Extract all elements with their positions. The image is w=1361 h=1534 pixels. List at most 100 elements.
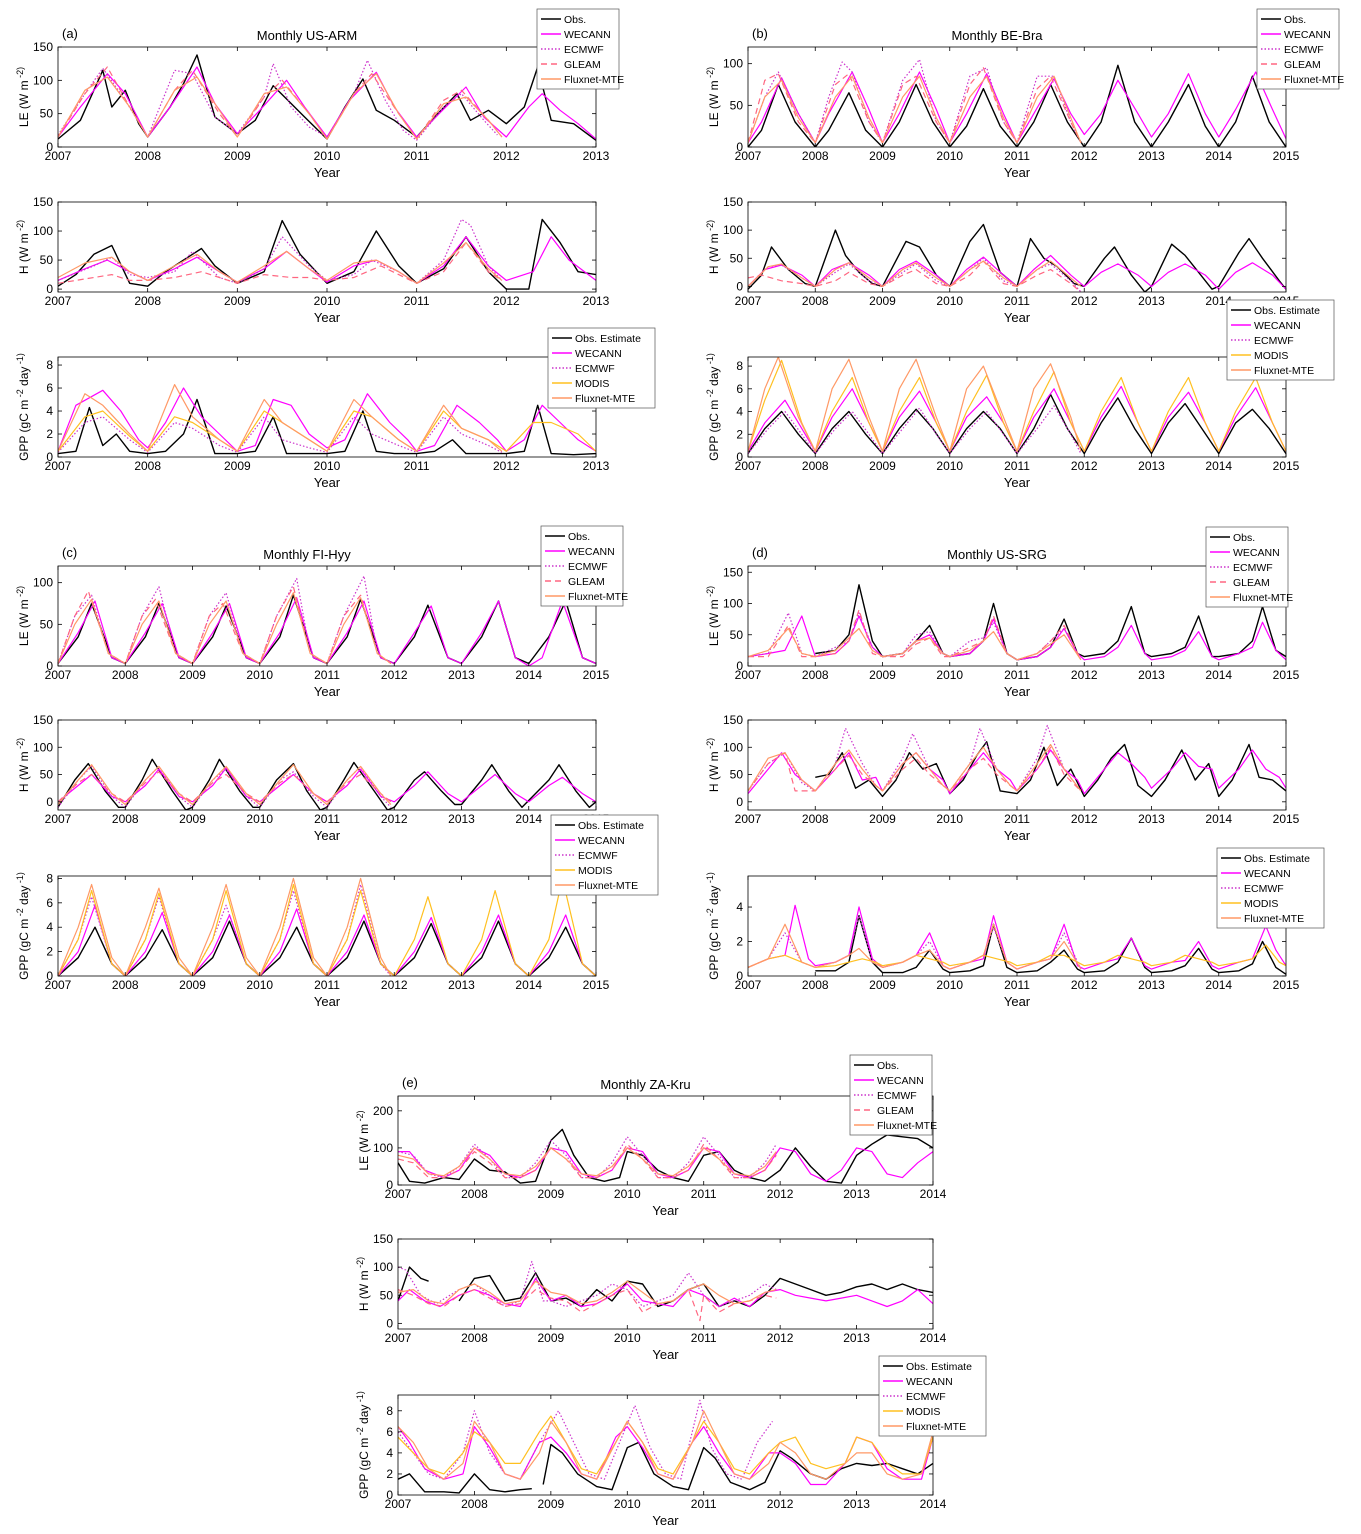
- legend-label: Fluxnet-MTE: [1254, 365, 1314, 377]
- plot-a-h: 2007 2008 2009 2010 2011 2012 2013 0 50 100 150 Yea…: [15, 195, 610, 325]
- x-tick-label: 2012: [767, 1331, 794, 1345]
- legend-label: MODIS: [1254, 350, 1288, 362]
- legend-label: MODIS: [1244, 898, 1278, 910]
- x-tick-label: 2015: [1273, 459, 1300, 473]
- series-line-fluxnet-mte: [58, 384, 503, 452]
- y-tick-label: 0: [46, 969, 53, 983]
- x-tick-label: 2009: [224, 149, 251, 163]
- y-tick-label: 150: [373, 1232, 393, 1246]
- x-tick-label: 2007: [45, 668, 72, 682]
- legend-label: Obs.: [564, 14, 586, 26]
- x-tick-label: 2008: [134, 459, 161, 473]
- plot-b-le: 2007 2008 2009 2010 2011 2012 2013 2014 2015 0 50 1…: [705, 46, 1300, 180]
- y-tick-label: 0: [736, 659, 743, 673]
- legend: Obs. WECANN ECMWF GLEAM Fluxnet-MTE: [849, 1054, 937, 1136]
- x-tick-label: 2014: [515, 978, 542, 992]
- y-tick-label: 6: [736, 382, 743, 396]
- y-tick-label: 6: [46, 896, 53, 910]
- panel-header: (e) Monthly ZA-Kru: [402, 1075, 691, 1092]
- x-axis-label: Year: [1004, 310, 1031, 325]
- axis-box: [57, 875, 597, 977]
- x-tick-label: 2013: [1138, 459, 1165, 473]
- panel-header: (c) Monthly FI-Hyy: [62, 545, 351, 562]
- y-tick-label: 0: [46, 140, 53, 154]
- axis-box: [397, 1394, 934, 1496]
- plot-e-h: 2007 2008 2009 2010 2011 2012 2013 2014 0 50 100 15…: [355, 1232, 947, 1362]
- y-tick-label: 8: [46, 871, 53, 885]
- x-tick-label: 2010: [936, 294, 963, 308]
- x-tick-label: 2008: [112, 668, 139, 682]
- plot-a-gpp: 2007 2008 2009 2010 2011 2012 2013 0 2 4 6 8 Year GPP…: [15, 353, 610, 490]
- plot-c-le: 2007 2008 2009 2010 2011 2012 2013 2014 2015 0 50 1…: [15, 565, 610, 699]
- x-tick-label: 2008: [802, 459, 829, 473]
- x-tick-label: 2010: [936, 812, 963, 826]
- x-tick-label: 2007: [385, 1331, 412, 1345]
- series-line-fluxnet-mte: [398, 1147, 777, 1177]
- legend: Obs. WECANN ECMWF GLEAM Fluxnet-MTE: [536, 8, 624, 90]
- x-tick-label: 2009: [538, 1187, 565, 1201]
- legend-label: Fluxnet-MTE: [578, 880, 638, 892]
- y-tick-label: 2: [386, 1467, 393, 1481]
- series-line-ecmwf: [58, 218, 503, 284]
- y-tick-label: 0: [46, 795, 53, 809]
- y-axis-label: GPP (gC m -2 day -1): [355, 1391, 371, 1499]
- legend: Obs. Estimate WECANN ECMWF MODIS Fluxnet-MTE: [878, 1355, 987, 1437]
- x-tick-label: 2009: [869, 294, 896, 308]
- legend-label: MODIS: [906, 1406, 940, 1418]
- x-axis-label: Year: [1004, 828, 1031, 843]
- y-tick-label: 100: [33, 224, 53, 238]
- panel-title: Monthly BE-Bra: [951, 28, 1043, 43]
- legend-label: Fluxnet-MTE: [575, 393, 635, 405]
- x-tick-label: 2010: [614, 1331, 641, 1345]
- series-line-obs-estimate: [58, 398, 596, 456]
- series-line-gleam: [58, 66, 503, 140]
- x-tick-label: 2008: [461, 1187, 488, 1201]
- x-tick-label: 2007: [45, 812, 72, 826]
- x-axis-label: Year: [652, 1203, 679, 1218]
- x-tick-label: 2010: [614, 1187, 641, 1201]
- x-tick-label: 2007: [735, 978, 762, 992]
- axis-box: [747, 46, 1287, 148]
- series-line-obs: [58, 54, 596, 141]
- y-tick-label: 100: [723, 57, 743, 71]
- y-tick-label: 50: [40, 617, 54, 631]
- plot-e-le: 2007 2008 2009 2010 2011 2012 2013 2014 0 100 200 Y…: [355, 1095, 947, 1218]
- panel-label: (c): [62, 545, 77, 560]
- y-tick-label: 50: [40, 107, 54, 121]
- legend-label: WECANN: [578, 835, 625, 847]
- x-tick-label: 2013: [843, 1187, 870, 1201]
- legend-label: Obs.: [877, 1060, 899, 1072]
- legend-label: GLEAM: [568, 576, 605, 588]
- x-tick-label: 2014: [515, 812, 542, 826]
- axis-box: [747, 356, 1287, 458]
- axis-box: [57, 719, 597, 811]
- x-tick-label: 2008: [461, 1331, 488, 1345]
- legend-box: [1205, 526, 1289, 608]
- x-tick-label: 2010: [246, 978, 273, 992]
- legend: Obs. Estimate WECANN ECMWF MODIS Fluxnet-MTE: [1226, 299, 1335, 381]
- x-tick-label: 2014: [1205, 149, 1232, 163]
- legend-label: ECMWF: [564, 44, 604, 56]
- x-tick-label: 2015: [1273, 812, 1300, 826]
- panel-title: Monthly FI-Hyy: [263, 547, 351, 562]
- x-tick-label: 2012: [493, 459, 520, 473]
- x-tick-label: 2012: [1071, 294, 1098, 308]
- x-tick-label: 2012: [381, 812, 408, 826]
- legend-label: WECANN: [1254, 320, 1301, 332]
- series-line-gleam: [748, 609, 1082, 661]
- series-line-ecmwf: [58, 59, 498, 141]
- series-group: [748, 904, 1286, 975]
- series-line-gleam: [748, 67, 1082, 144]
- y-tick-label: 4: [386, 1446, 393, 1460]
- legend-box: [536, 8, 620, 90]
- legend-label: ECMWF: [1244, 883, 1284, 895]
- legend-label: ECMWF: [568, 561, 608, 573]
- y-axis-label: H (W m -2): [355, 1257, 371, 1311]
- x-tick-label: 2015: [583, 978, 610, 992]
- series-line-ecmwf: [398, 1136, 777, 1179]
- y-tick-label: 0: [46, 659, 53, 673]
- x-tick-label: 2009: [538, 1497, 565, 1511]
- axis-box: [397, 1238, 934, 1330]
- x-tick-label: 2011: [1004, 978, 1030, 992]
- series-line-fluxnet-mte: [748, 260, 1082, 287]
